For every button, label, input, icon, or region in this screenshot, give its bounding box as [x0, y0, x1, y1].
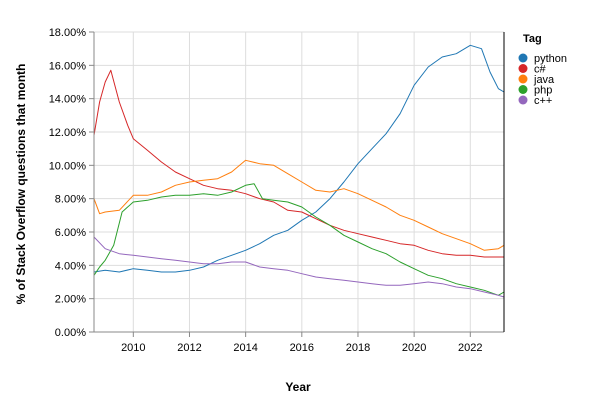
legend-swatch: [518, 74, 528, 84]
plot-lines: [93, 44, 505, 298]
y-tick-label: 12.00%: [49, 127, 87, 139]
y-axis-title: % of Stack Overflow questions that month: [14, 64, 28, 305]
x-tick-label: 2010: [121, 342, 145, 354]
y-tick-label: 16.00%: [49, 60, 87, 72]
x-tick-label: 2012: [177, 342, 201, 354]
y-tick-label: 14.00%: [49, 94, 87, 106]
legend-swatch: [518, 95, 528, 105]
y-tick-label: 18.00%: [49, 27, 87, 39]
legend-swatch: [518, 53, 528, 63]
series-line-cplusplus: [93, 236, 505, 298]
y-tick-label: 2.00%: [55, 294, 86, 306]
legend-label: php: [534, 85, 552, 97]
legend-label: c++: [534, 95, 552, 107]
legend-swatch: [518, 64, 528, 73]
x-axis-ticks: 2010 2012 2014 2016 2018 2020 2022: [121, 332, 483, 354]
series-line-java: [93, 159, 505, 251]
y-tick-label: 0.00%: [55, 327, 86, 339]
legend-label: python: [534, 53, 567, 65]
y-tick-label: 4.00%: [55, 260, 86, 272]
x-tick-label: 2018: [346, 342, 370, 354]
legend-swatch: [518, 85, 528, 94]
x-axis-title: Year: [285, 380, 311, 394]
y-tick-label: 10.00%: [49, 160, 87, 172]
grid-lines: [94, 31, 504, 333]
axes: [93, 32, 505, 333]
y-axis-ticks: 0.00% 2.00% 4.00% 6.00% 8.00% 10.00% 12.00% 14.…: [49, 27, 94, 339]
series-line-csharp: [93, 69, 504, 258]
legend-title: Tag: [523, 33, 542, 45]
series-line-php: [93, 183, 505, 296]
series-line-python: [93, 44, 505, 273]
x-tick-label: 2020: [402, 342, 426, 354]
y-tick-label: 6.00%: [55, 227, 86, 239]
x-tick-label: 2014: [233, 342, 257, 354]
x-tick-label: 2022: [458, 342, 482, 354]
y-tick-label: 8.00%: [55, 194, 86, 206]
legend-label: java: [533, 74, 555, 86]
legend-label: c#: [534, 64, 547, 76]
x-tick-label: 2016: [290, 342, 314, 354]
